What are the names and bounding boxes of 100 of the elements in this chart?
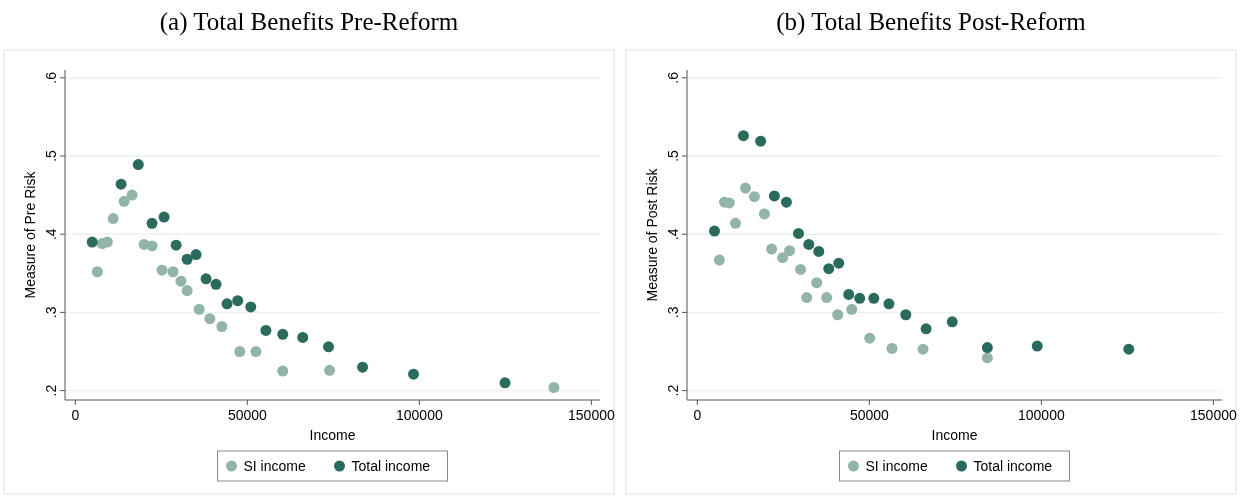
y-tick-label: .3 [43, 306, 59, 319]
point [1123, 343, 1135, 355]
x-tick-label: 50000 [227, 407, 268, 423]
point [946, 316, 958, 328]
point [86, 236, 98, 248]
point [146, 217, 158, 229]
point [917, 343, 929, 355]
point [784, 245, 796, 257]
point [821, 292, 833, 304]
point [864, 332, 876, 344]
point [156, 264, 168, 276]
point [766, 243, 778, 255]
point [132, 159, 144, 171]
y-tick-label: .4 [665, 228, 681, 241]
point [175, 275, 187, 287]
point [920, 323, 932, 335]
point [115, 178, 127, 190]
point [107, 213, 119, 225]
legend-label: Total income [351, 458, 431, 474]
point [210, 278, 222, 290]
x-tick-label: 150000 [1190, 407, 1237, 423]
point [739, 182, 751, 194]
point [755, 135, 767, 147]
point [408, 368, 420, 380]
x-tick-label: 150000 [568, 407, 615, 423]
point [737, 130, 749, 142]
point [232, 295, 244, 307]
point [833, 257, 845, 269]
y-tick-label: .3 [665, 306, 681, 319]
legend-label: SI income [243, 458, 306, 474]
point [832, 309, 844, 321]
y-axis-title: Measure of Pre Risk [22, 170, 38, 299]
point [823, 263, 835, 275]
y-tick-label: .6 [665, 71, 681, 84]
point [181, 285, 193, 297]
x-tick-label: 50000 [849, 407, 890, 423]
point [748, 191, 760, 203]
point [811, 277, 823, 289]
point [245, 301, 257, 313]
point [792, 227, 804, 239]
point [250, 346, 262, 358]
point [126, 189, 138, 201]
point [548, 381, 560, 393]
point [900, 309, 912, 321]
y-tick-label: .6 [43, 71, 59, 84]
point [91, 266, 103, 278]
point [170, 239, 182, 251]
point [234, 346, 246, 358]
point [193, 303, 205, 315]
point [323, 341, 335, 353]
point [813, 245, 825, 257]
point [221, 298, 233, 310]
point [795, 263, 807, 275]
point [883, 298, 895, 310]
x-tick-label: 100000 [396, 407, 443, 423]
point [780, 196, 792, 208]
point [167, 266, 179, 278]
point [200, 273, 212, 285]
point [846, 303, 858, 315]
y-tick-label: .2 [665, 384, 681, 397]
y-tick-label: .5 [43, 149, 59, 162]
point [118, 195, 130, 207]
legend-label: SI income [865, 458, 928, 474]
point [499, 377, 511, 389]
x-tick-label: 100000 [1018, 407, 1065, 423]
chart-title: (b) Total Benefits Post-Reform [776, 8, 1087, 36]
point [758, 208, 770, 220]
point [854, 292, 866, 304]
point [260, 324, 272, 336]
point [981, 342, 993, 354]
y-tick-label: .2 [43, 384, 59, 397]
x-axis-title: Income [931, 427, 978, 443]
point [768, 190, 780, 202]
point [777, 252, 789, 264]
legend-label: Total income [973, 458, 1053, 474]
chart-title: (a) Total Benefits Pre-Reform [159, 8, 459, 36]
point [730, 217, 742, 229]
point [357, 361, 369, 373]
point [868, 292, 880, 304]
x-tick-label: 0 [71, 407, 80, 423]
point [886, 342, 898, 354]
point [190, 249, 202, 261]
point [709, 225, 721, 237]
point [324, 364, 336, 376]
point [297, 331, 309, 343]
x-tick-label: 0 [693, 407, 702, 423]
point [158, 211, 170, 223]
y-tick-label: .4 [43, 228, 59, 241]
point [801, 292, 813, 304]
point [146, 240, 158, 252]
point [981, 352, 993, 364]
point [803, 238, 815, 250]
y-axis-title: Measure of Post Risk [644, 167, 660, 302]
point [1031, 340, 1043, 352]
y-tick-label: .5 [665, 149, 681, 162]
point [181, 253, 193, 265]
point [204, 313, 216, 325]
point [216, 320, 228, 332]
point [277, 365, 289, 377]
point [713, 254, 725, 266]
